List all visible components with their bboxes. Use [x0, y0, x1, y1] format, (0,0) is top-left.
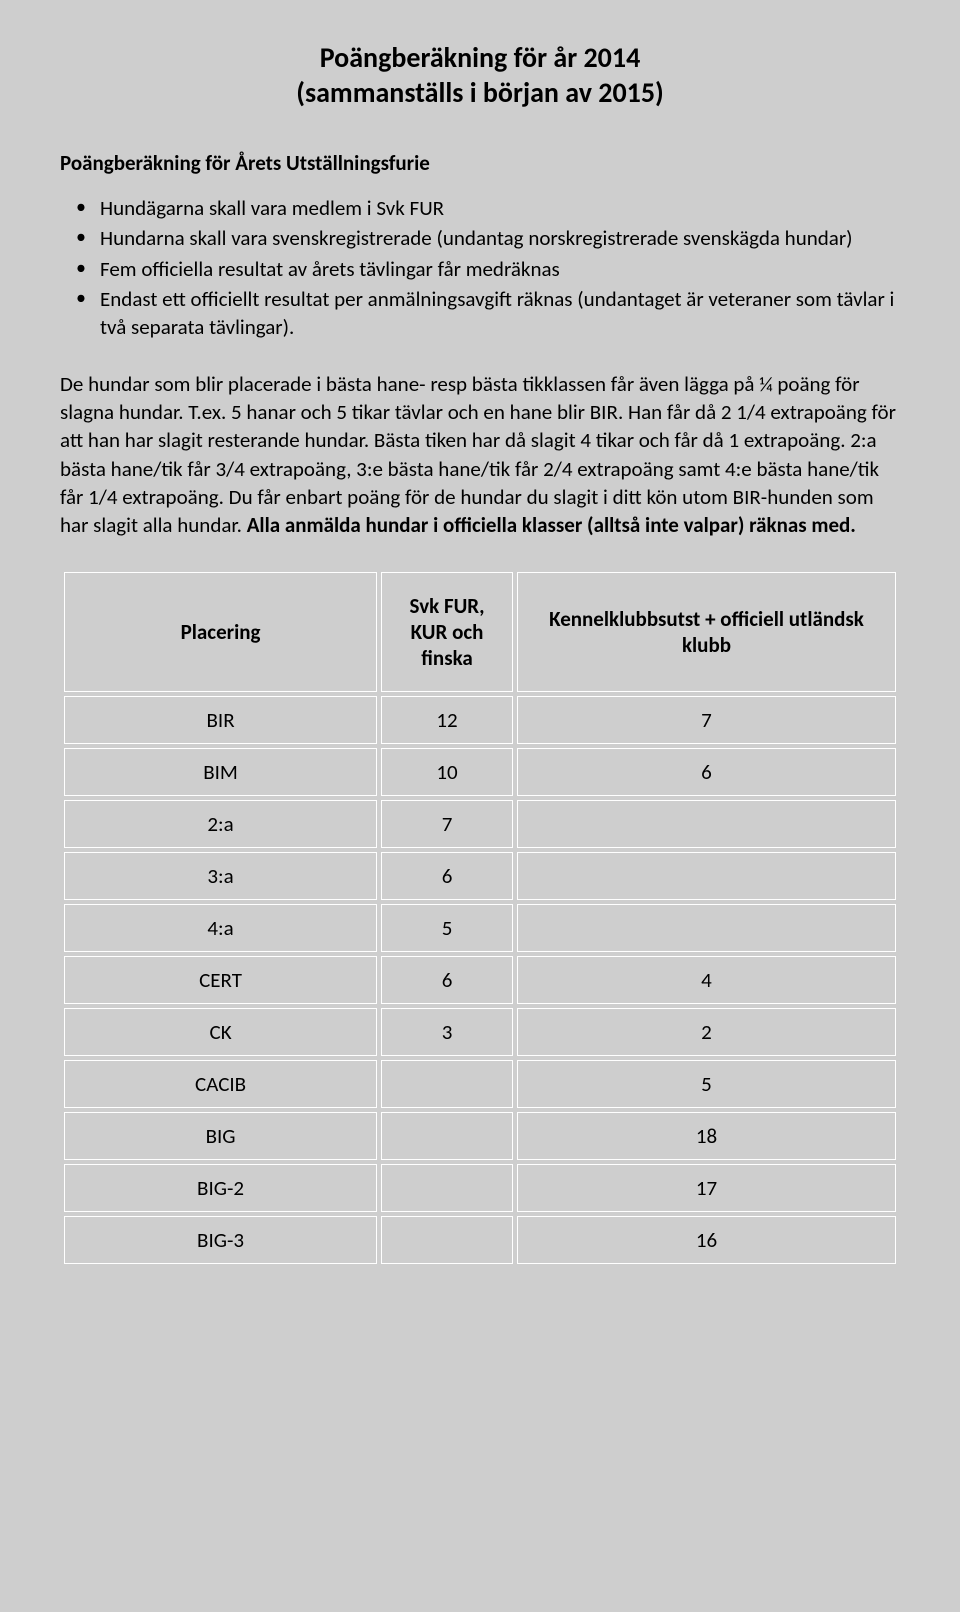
cell-kennel: 7: [517, 696, 896, 744]
cell-place: 4:a: [64, 904, 377, 952]
table-row: CK 3 2: [64, 1008, 896, 1056]
table-row: BIR 12 7: [64, 696, 896, 744]
table-body: BIR 12 7 BIM 10 6 2:a 7 3:a 6 4:a 5: [64, 696, 896, 1264]
cell-svk: 7: [381, 800, 513, 848]
cell-kennel: 4: [517, 956, 896, 1004]
table-row: CERT 6 4: [64, 956, 896, 1004]
title-line-2: (sammanställs i början av 2015): [296, 75, 664, 110]
bullet-list: Hundägarna skall vara medlem i Svk FUR H…: [60, 194, 900, 342]
body-paragraph: De hundar som blir placerade i bästa han…: [60, 370, 900, 540]
cell-svk: 12: [381, 696, 513, 744]
cell-kennel: 16: [517, 1216, 896, 1264]
points-table: Placering Svk FUR, KUR och finska Kennel…: [60, 568, 900, 1268]
bullet-item: Hundägarna skall vara medlem i Svk FUR: [100, 194, 900, 222]
cell-svk: 3: [381, 1008, 513, 1056]
cell-svk: 10: [381, 748, 513, 796]
cell-place: BIG-2: [64, 1164, 377, 1212]
cell-svk: 5: [381, 904, 513, 952]
bullet-item: Hundarna skall vara svenskregistrerade (…: [100, 224, 900, 252]
bullet-item: Endast ett officiellt resultat per anmäl…: [100, 285, 900, 342]
col-header-kennel: Kennelklubbsutst + officiell utländsk kl…: [517, 572, 896, 692]
cell-svk: [381, 1060, 513, 1108]
cell-kennel: [517, 904, 896, 952]
body-text-bold: Alla anmälda hundar i officiella klasser…: [247, 512, 856, 538]
table-row: BIG-2 17: [64, 1164, 896, 1212]
table-row: BIG-3 16: [64, 1216, 896, 1264]
cell-kennel: 18: [517, 1112, 896, 1160]
cell-place: CK: [64, 1008, 377, 1056]
cell-kennel: 2: [517, 1008, 896, 1056]
cell-svk: [381, 1216, 513, 1264]
cell-place: CERT: [64, 956, 377, 1004]
page-title: Poängberäkning för år 2014 (sammanställs…: [60, 40, 900, 110]
cell-svk: [381, 1112, 513, 1160]
section-heading: Poängberäkning för Årets Utställningsfur…: [60, 150, 900, 176]
table-row: BIG 18: [64, 1112, 896, 1160]
cell-kennel: 6: [517, 748, 896, 796]
table-row: 3:a 6: [64, 852, 896, 900]
bullet-item: Fem officiella resultat av årets tävling…: [100, 255, 900, 283]
title-line-1: Poängberäkning för år 2014: [320, 40, 641, 75]
document-page: Poängberäkning för år 2014 (sammanställs…: [0, 0, 960, 1308]
col-header-placering: Placering: [64, 572, 377, 692]
cell-kennel: [517, 852, 896, 900]
cell-place: CACIB: [64, 1060, 377, 1108]
table-row: BIM 10 6: [64, 748, 896, 796]
cell-place: BIG-3: [64, 1216, 377, 1264]
cell-svk: [381, 1164, 513, 1212]
cell-kennel: 17: [517, 1164, 896, 1212]
cell-place: 2:a: [64, 800, 377, 848]
cell-svk: 6: [381, 852, 513, 900]
cell-place: BIG: [64, 1112, 377, 1160]
cell-place: BIM: [64, 748, 377, 796]
cell-place: BIR: [64, 696, 377, 744]
table-row: CACIB 5: [64, 1060, 896, 1108]
col-header-svk: Svk FUR, KUR och finska: [381, 572, 513, 692]
table-row: 2:a 7: [64, 800, 896, 848]
cell-kennel: 5: [517, 1060, 896, 1108]
cell-place: 3:a: [64, 852, 377, 900]
table-header-row: Placering Svk FUR, KUR och finska Kennel…: [64, 572, 896, 692]
cell-kennel: [517, 800, 896, 848]
cell-svk: 6: [381, 956, 513, 1004]
table-row: 4:a 5: [64, 904, 896, 952]
